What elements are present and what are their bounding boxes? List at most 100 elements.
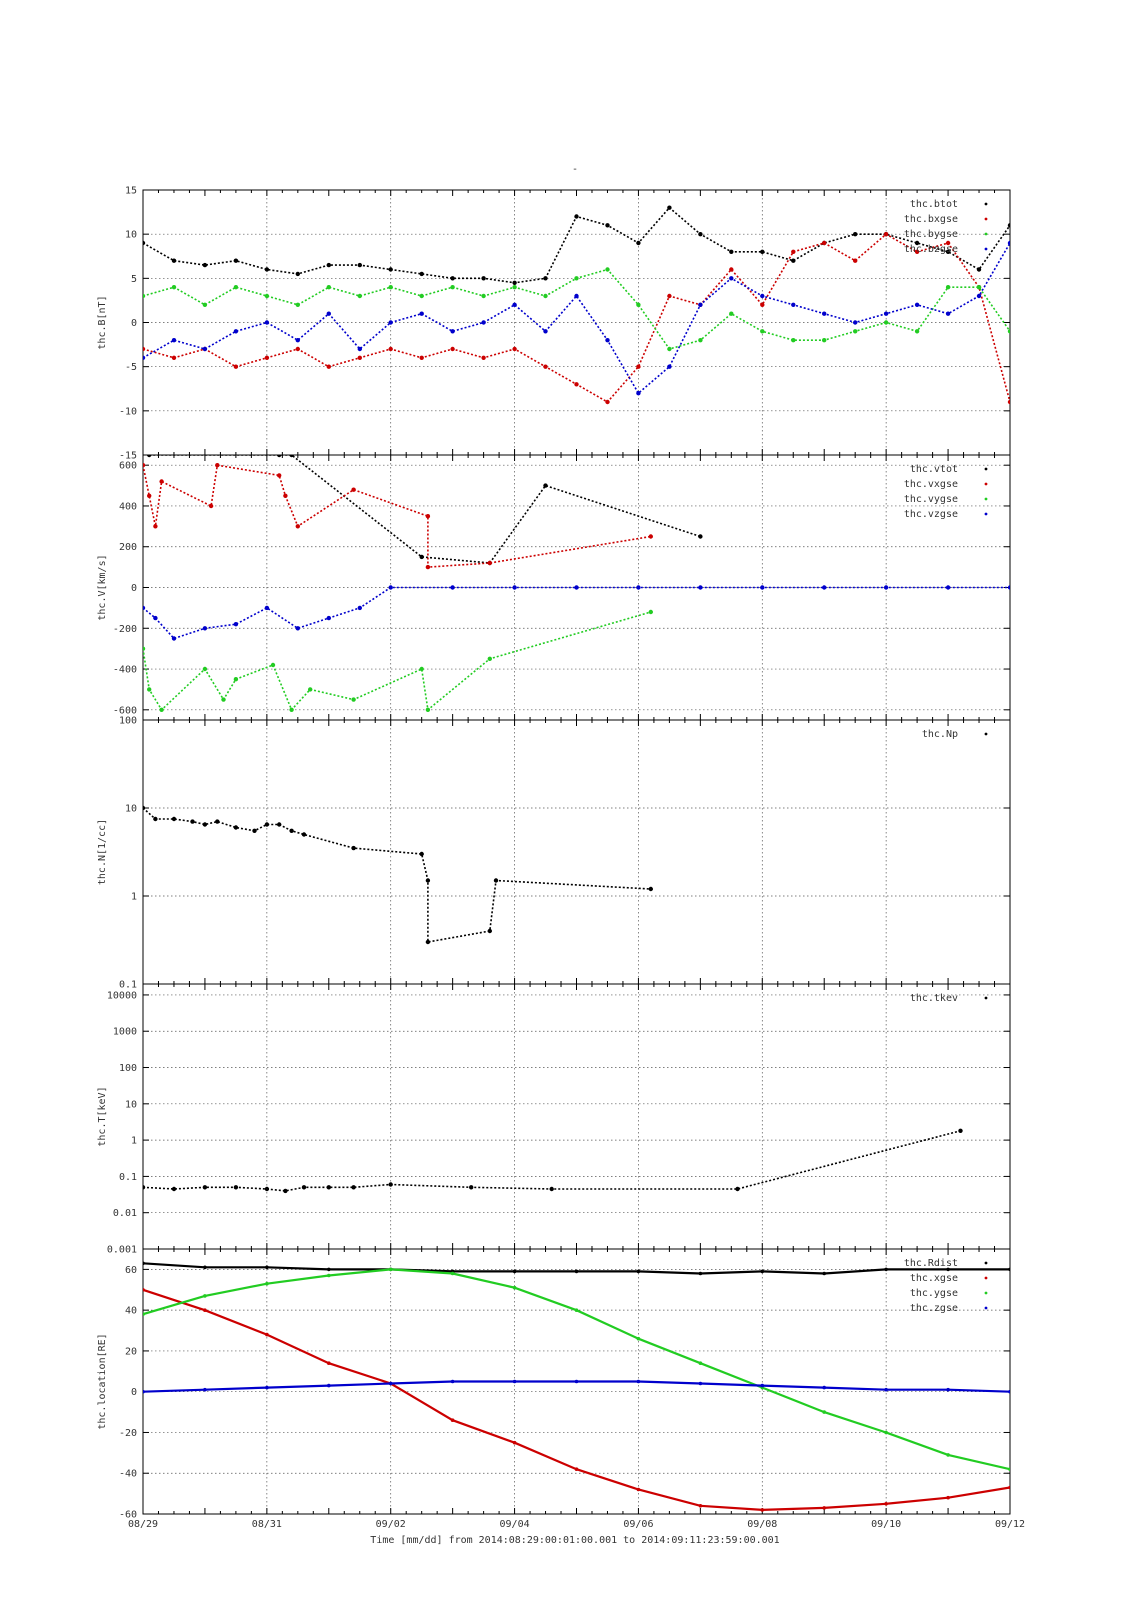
- data-point: [946, 1495, 950, 1500]
- data-point: [822, 1506, 826, 1510]
- panel-4: 10000 1000 100 10 1 0.1 0.01 0.001 thc.T[keV] thc…: [97, 983, 1011, 1256]
- data-point: [487, 560, 492, 566]
- data-point: [487, 928, 492, 934]
- data-point: [605, 338, 610, 343]
- data-point: [143, 1389, 145, 1394]
- data-point: [760, 1508, 765, 1512]
- legend-marker: [984, 247, 988, 251]
- data-point: [822, 240, 827, 246]
- data-point: [327, 1361, 331, 1365]
- data-point: [295, 346, 300, 352]
- data-point: [264, 605, 270, 611]
- data-point: [574, 1379, 579, 1384]
- data-point: [698, 302, 703, 307]
- data-point: [884, 1502, 888, 1506]
- data-point: [425, 939, 431, 945]
- data-point: [512, 280, 517, 285]
- data-point: [605, 399, 610, 405]
- y-tick-label: -60: [119, 1510, 137, 1521]
- data-point: [252, 828, 257, 833]
- data-point: [202, 346, 208, 352]
- data-point: [729, 249, 734, 254]
- series-line-thc.bxgse: [143, 233, 1010, 404]
- data-point: [203, 1308, 207, 1312]
- y-tick-label: 1: [131, 1136, 137, 1147]
- data-point: [883, 311, 889, 316]
- y-tick-label: 0: [131, 1387, 137, 1398]
- data-point: [760, 329, 765, 334]
- data-point: [512, 285, 517, 290]
- y-tick-label: 0: [131, 583, 137, 594]
- data-point: [295, 524, 300, 529]
- y-tick-label: 20: [125, 1346, 137, 1357]
- data-point: [945, 311, 951, 316]
- data-point: [853, 320, 858, 325]
- data-point: [277, 455, 282, 458]
- panel-1: 15 10 5 0 -5 -10 -15 thc.B[nT] thc.btot thc.bxgse…: [97, 186, 1011, 462]
- data-point: [853, 232, 858, 237]
- legend-entry: thc.ygse: [910, 1288, 958, 1299]
- data-point: [791, 249, 796, 254]
- x-tick-label: 09/08: [747, 1519, 777, 1530]
- data-point: [171, 355, 177, 360]
- data-point: [729, 267, 734, 272]
- data-point: [270, 662, 276, 668]
- legend-entry: thc.Np: [922, 729, 958, 740]
- data-point: [884, 1267, 888, 1272]
- y-axis-label: thc.N[1/cc]: [97, 819, 108, 885]
- series-line-thc.ygse: [143, 1268, 1010, 1471]
- legend-entry: thc.bygse: [904, 229, 958, 240]
- data-point: [351, 845, 356, 851]
- data-point: [976, 285, 982, 290]
- data-point: [143, 293, 146, 299]
- data-point: [946, 1267, 950, 1272]
- data-point: [760, 302, 765, 307]
- data-point: [143, 1288, 145, 1292]
- data-point: [976, 293, 982, 299]
- series-group: [143, 1128, 963, 1194]
- data-point: [351, 1185, 356, 1190]
- data-point: [153, 615, 158, 621]
- data-point: [419, 851, 424, 857]
- data-point: [153, 816, 158, 822]
- data-point: [487, 656, 492, 661]
- data-point: [351, 697, 356, 702]
- data-point: [667, 364, 672, 369]
- y-axis-label: thc.B[nT]: [97, 295, 108, 349]
- legend-marker: [984, 1291, 988, 1295]
- y-tick-label: 10: [125, 1099, 137, 1110]
- data-point: [574, 585, 579, 590]
- data-point: [203, 1387, 207, 1392]
- data-point: [914, 329, 920, 334]
- y-tick-label: 1: [131, 892, 137, 903]
- data-point: [450, 346, 455, 352]
- data-point: [574, 214, 579, 219]
- data-point: [159, 479, 164, 484]
- data-point: [264, 822, 270, 827]
- data-point: [543, 293, 548, 299]
- data-point: [326, 615, 331, 621]
- data-point: [143, 1312, 145, 1316]
- series-line-thc.xgse: [143, 1288, 1010, 1512]
- data-point: [822, 1271, 826, 1276]
- y-tick-label: 10: [125, 804, 137, 815]
- data-point: [667, 346, 672, 352]
- data-point: [357, 355, 362, 360]
- data-point: [171, 338, 177, 343]
- data-point: [295, 338, 300, 343]
- data-point: [264, 320, 270, 325]
- data-point: [143, 463, 146, 468]
- series-line-thc.btot: [143, 206, 1010, 284]
- data-point: [698, 338, 703, 343]
- data-point: [481, 276, 486, 281]
- y-tick-label: 400: [119, 501, 137, 512]
- series-line-thc.bygse: [143, 268, 1010, 350]
- data-point: [958, 1128, 963, 1134]
- data-point: [295, 271, 300, 277]
- data-point: [450, 1379, 455, 1384]
- data-point: [636, 240, 641, 246]
- data-point: [388, 285, 393, 290]
- data-point: [822, 1410, 826, 1414]
- data-point: [202, 822, 208, 827]
